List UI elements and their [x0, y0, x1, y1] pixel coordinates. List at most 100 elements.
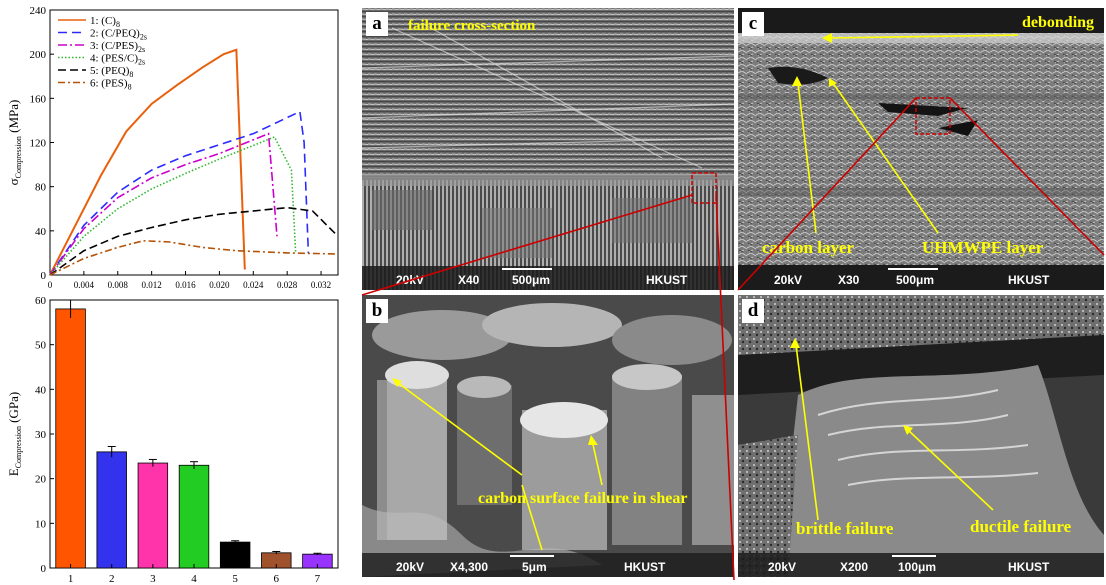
- annotation-ductile-failure: ductile failure: [970, 517, 1072, 536]
- sem-panel-d: d brittle failure ductile failure 20kV X…: [738, 295, 1104, 577]
- arrow-head-b1: [392, 378, 402, 387]
- legend-entry-3: 3: (C/PES)2s: [90, 40, 145, 54]
- sem-kv-d: 20kV: [768, 560, 797, 574]
- sem-image-b: [362, 295, 734, 577]
- arrow-line-debonding: [827, 34, 1019, 39]
- sem-mag-a: X40: [458, 273, 480, 287]
- arrow-head-brittle: [790, 338, 800, 348]
- legend-label: 1: (C): [90, 15, 116, 27]
- x-tick-label: 0.024: [243, 280, 264, 290]
- y-tick-label: 20: [35, 474, 47, 486]
- legend-subscript: 2s: [138, 58, 145, 67]
- sem-panel-a: a failure cross-section 20kV X40 500μm H…: [362, 8, 734, 290]
- x-tick-label: 6: [274, 573, 280, 585]
- series-line-1: [49, 48, 246, 276]
- series-line-2: [49, 110, 310, 276]
- annotation-uhmwpe-layer: UHMWPE layer: [922, 238, 1044, 257]
- x-tick-label: 0.028: [277, 280, 298, 290]
- sem-image-a: [362, 8, 734, 290]
- arrow-head-b3: [588, 435, 598, 445]
- y-tick-label: 0: [41, 270, 47, 282]
- legend-entry-1: 1: (C)8: [90, 15, 120, 29]
- y-tick-label: 240: [30, 5, 47, 17]
- scale-bar-a: [502, 268, 552, 270]
- legend-entry-6: 6: (PES)8: [90, 78, 132, 92]
- sem-org-d: HKUST: [1008, 560, 1050, 574]
- y-tick-label: 120: [30, 138, 47, 150]
- sem-mag-c: X30: [838, 273, 860, 287]
- y-tick-label: 60: [35, 295, 47, 307]
- arrow-line-b2: [521, 484, 543, 551]
- y-tick-label: 50: [35, 340, 47, 352]
- legend-entry-5: 5: (PEQ)8: [90, 65, 133, 79]
- panel-label-a: a: [366, 12, 388, 36]
- series-line-3: [49, 132, 278, 276]
- legend-subscript: 8: [128, 83, 132, 92]
- x-tick-label: 0.016: [175, 280, 196, 290]
- bar-y-axis-label: ECompression (GPa): [6, 392, 23, 476]
- legend-label: 4: (PES/C): [90, 53, 138, 65]
- scale-bar-d: [892, 555, 936, 557]
- y-tick-label: 40: [35, 384, 47, 396]
- zoom-box-a: [691, 172, 717, 204]
- y-tick-label: 200: [30, 49, 47, 61]
- legend-subscript: 2s: [138, 45, 145, 54]
- sem-panel-b: b carbon surface failure in shear 20kV X…: [362, 295, 734, 577]
- y-tick-label: 0: [41, 563, 47, 575]
- annotation-carbon-surface-failure: carbon surface failure in shear: [478, 490, 688, 507]
- sem-scale-c: 500μm: [896, 273, 935, 287]
- sem-image-d: [738, 295, 1104, 577]
- annotation-brittle-failure: brittle failure: [796, 519, 894, 538]
- x-tick-label: 0.008: [108, 280, 129, 290]
- y-tick-label: 10: [35, 518, 47, 530]
- modulus-bar-chart: 0 10 20 30 40 50 60 ECompression (GPa) 1 2 3 4 5 6 7: [6, 295, 339, 585]
- legend-entry-2: 2: (C/PEQ)2s: [90, 28, 147, 42]
- x-tick-label: 0.004: [74, 280, 95, 290]
- y-tick-label: 30: [35, 429, 47, 441]
- x-tick-label: 3: [150, 573, 156, 585]
- panel-label-c: c: [742, 12, 764, 36]
- sem-kv-c: 20kV: [774, 273, 803, 287]
- legend-subscript: 2s: [140, 33, 147, 42]
- legend-label: 3: (C/PES): [90, 40, 138, 52]
- line-y-axis-label-main: σ: [6, 178, 21, 185]
- x-tick-label: 5: [232, 573, 238, 585]
- sem-org-c: HKUST: [1008, 273, 1050, 287]
- x-tick-label: 0: [48, 280, 53, 290]
- arrow-head-uhmwpe-layer: [829, 78, 837, 87]
- sem-kv-a: 20kV: [396, 273, 425, 287]
- y-tick-label: 160: [30, 93, 47, 105]
- annotation-debonding: debonding: [1022, 14, 1095, 31]
- legend-subscript: 8: [129, 70, 133, 79]
- arrow-line-b3: [591, 439, 603, 486]
- annotation-failure-cross-section: failure cross-section: [408, 18, 536, 34]
- sem-scale-a: 500μm: [512, 273, 551, 287]
- sem-panel-c: c debonding carbon layer UHMWPE layer 20…: [738, 8, 1104, 290]
- x-tick-label: 0.012: [142, 280, 162, 290]
- legend-subscript: 8: [116, 20, 120, 29]
- bar-2: [96, 451, 127, 569]
- line-y-axis-label-sub: Compression: [14, 136, 23, 178]
- y-tick-label: 40: [35, 226, 47, 238]
- scale-bar-c: [888, 268, 938, 270]
- sem-org-a: HKUST: [646, 273, 688, 287]
- panel-label-b: b: [366, 299, 388, 323]
- panel-label-d: d: [742, 299, 764, 323]
- stress-strain-line-chart: 0 40 80 120 160 200 240 0 0.004 0.008 0.012 0.016 0.…: [6, 5, 339, 290]
- x-tick-label: 7: [315, 573, 321, 585]
- bar-y-axis-label-sub: Compression: [14, 426, 23, 468]
- arrow-line-brittle: [795, 344, 819, 521]
- sem-scale-b: 5μm: [522, 560, 547, 574]
- line-y-axis-label: σCompression (MPa): [6, 100, 23, 186]
- bar-4: [178, 464, 210, 569]
- x-tick-label: 0.020: [209, 280, 230, 290]
- y-tick-label: 80: [35, 182, 47, 194]
- series-line-5: [49, 206, 339, 276]
- x-tick-label: 2: [109, 573, 115, 585]
- x-tick-label: 1: [68, 573, 74, 585]
- legend-entry-4: 4: (PES/C)2s: [90, 53, 145, 67]
- annotation-carbon-layer: carbon layer: [762, 238, 855, 257]
- legend-label: 5: (PEQ): [90, 65, 130, 77]
- bar-3: [137, 462, 169, 569]
